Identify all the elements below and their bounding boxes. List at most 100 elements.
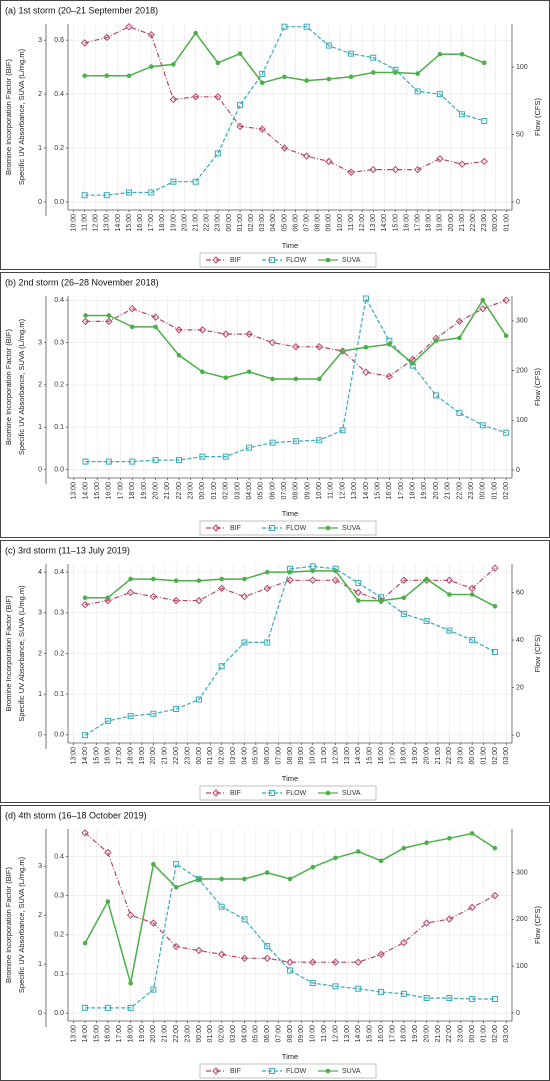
x-tick-label: 02:00	[492, 1025, 499, 1043]
x-tick-label: 04:00	[241, 747, 248, 765]
marker	[481, 60, 487, 66]
y-outer-tick-label: 1	[38, 961, 42, 968]
marker	[281, 23, 288, 30]
marker	[447, 836, 452, 841]
x-tick-label: 19:00	[139, 1025, 146, 1043]
marker	[480, 297, 486, 303]
x-tick-label: 22:00	[446, 747, 453, 765]
marker	[447, 592, 452, 597]
marker	[479, 422, 486, 429]
marker	[268, 338, 277, 347]
x-tick-label: 02:00	[248, 214, 255, 232]
x-tick-label: 11:00	[348, 214, 355, 231]
y-axis-title: Bromine Incorporation Factor (BIF)	[4, 59, 13, 175]
y-outer-axis-title: Specific UV Absorbance, SUVA (L/mg.m)	[17, 856, 26, 993]
x-axis-title: Time	[282, 509, 298, 518]
x-tick-label: 13:00	[104, 214, 111, 232]
x-tick-label: 18:00	[410, 482, 417, 500]
marker	[218, 663, 225, 670]
x-tick-label: 18:00	[426, 214, 433, 232]
x-axis-title: Time	[282, 1052, 298, 1061]
x-tick-label: 03:00	[503, 747, 510, 765]
x-tick-label: 22:00	[470, 214, 477, 232]
marker	[82, 595, 88, 601]
x-tick-label: 18:00	[127, 747, 134, 765]
legend-label: FLOW	[286, 525, 307, 532]
y-outer-tick-label: 3	[38, 610, 42, 617]
marker	[246, 369, 252, 375]
y-outer-tick-label: 3	[38, 37, 42, 44]
marker	[81, 192, 88, 199]
x-tick-label: 02:00	[219, 1025, 226, 1043]
x-tick-label: 07:00	[275, 747, 282, 765]
marker	[292, 343, 300, 351]
marker	[331, 576, 340, 584]
marker	[236, 122, 244, 131]
x-tick-label: 05:00	[258, 482, 265, 500]
y-tick-label: 0.2	[54, 145, 64, 152]
marker	[378, 988, 385, 995]
marker	[355, 580, 362, 587]
marker	[246, 444, 253, 451]
marker	[151, 313, 160, 321]
marker	[325, 157, 333, 166]
x-tick-label: 19:00	[412, 1025, 419, 1043]
y-tick-label: 0.1	[54, 691, 64, 698]
y2-axis-title: Flow (CFS)	[533, 368, 542, 406]
marker	[173, 861, 180, 868]
x-tick-label: 20:00	[150, 1025, 157, 1043]
x-tick-label: 12:00	[332, 1025, 339, 1043]
marker	[214, 93, 222, 101]
x-tick-label: 14:00	[363, 482, 370, 500]
x-axis-title: Time	[282, 241, 298, 250]
x-tick-label: 04:00	[270, 214, 277, 232]
x-tick-label: 15:00	[374, 482, 381, 500]
panel: (c) 3rd storm (11–13 July 2019) 13:00 14:0…	[0, 540, 550, 803]
x-tick-label: 03:00	[234, 482, 241, 500]
marker	[468, 584, 476, 593]
marker	[198, 326, 207, 334]
marker	[219, 576, 224, 582]
marker	[196, 578, 202, 583]
x-tick-label: 22:00	[446, 1025, 453, 1043]
marker	[105, 899, 111, 904]
x-tick-label: 23:00	[215, 214, 222, 232]
x-tick-label: 02:00	[223, 482, 230, 500]
y-outer-tick-label: 3	[38, 339, 42, 346]
y2-tick-label: 20	[516, 684, 524, 691]
x-tick-label: 00:00	[199, 482, 206, 500]
y-axis-title: Bromine Incorporation Factor (BIF)	[4, 595, 13, 711]
panel-title: (d) 4th storm (16–18 October 2019)	[5, 810, 147, 820]
marker	[362, 368, 370, 376]
marker	[400, 990, 407, 997]
marker	[222, 330, 230, 338]
marker	[286, 576, 294, 584]
marker	[105, 595, 111, 601]
x-tick-label: 15:00	[367, 747, 374, 765]
marker	[325, 790, 331, 796]
x-tick-label: 18:00	[127, 1025, 134, 1043]
x-tick-label: 20:00	[448, 214, 455, 232]
marker	[302, 152, 311, 160]
x-tick-label: 04:00	[241, 1025, 248, 1043]
y-tick-label: 0.1	[54, 971, 64, 978]
marker	[316, 437, 323, 444]
x-tick-label: 23:00	[458, 1025, 465, 1043]
x-tick-label: 20:00	[433, 482, 440, 500]
plot-area	[68, 296, 512, 478]
marker	[309, 980, 316, 987]
series-line	[84, 565, 496, 736]
marker	[241, 639, 248, 646]
marker	[293, 376, 299, 382]
x-tick-label: 21:00	[164, 482, 171, 500]
marker	[347, 168, 355, 176]
x-tick-label: 09:00	[304, 482, 311, 500]
x-tick-label: 15:00	[367, 1025, 374, 1043]
x-tick-label: 06:00	[269, 482, 276, 500]
y-outer-tick-label: 0	[38, 466, 42, 473]
marker	[82, 73, 87, 79]
x-tick-label: 02:00	[503, 482, 510, 500]
marker	[82, 1004, 89, 1011]
x-tick-label: 05:00	[253, 747, 260, 765]
marker	[240, 954, 249, 963]
